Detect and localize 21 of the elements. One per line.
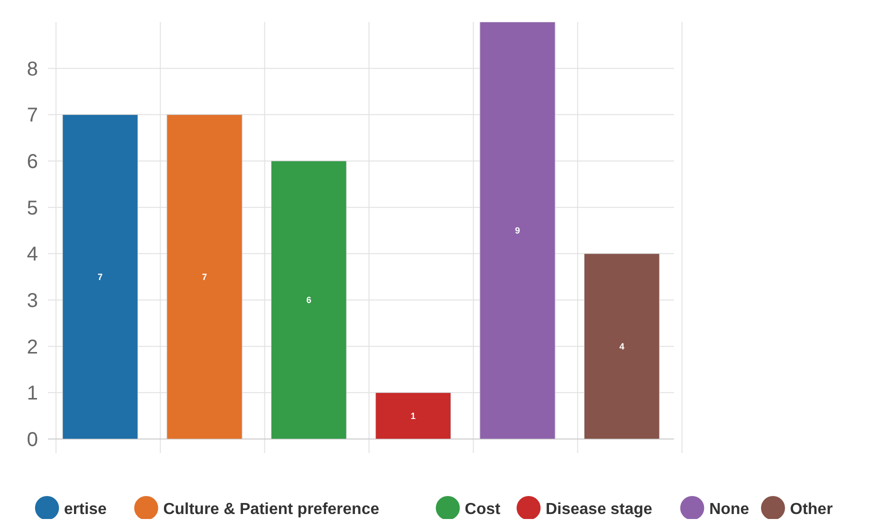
y-tick-label: 6 (26, 151, 38, 173)
data-label: 7 (202, 272, 208, 282)
y-tick-label: 5 (26, 197, 38, 220)
y-tick-label: 7 (26, 104, 38, 127)
data-label: 6 (306, 295, 312, 306)
y-tick-label: 8 (26, 58, 38, 80)
y-tick-label: 1 (26, 382, 38, 405)
y-tick-label: 3 (26, 290, 38, 312)
y-tick-label: 4 (26, 244, 38, 266)
data-label: 7 (98, 272, 103, 282)
y-tick-label: 0 (26, 429, 38, 451)
data-label: 4 (619, 341, 624, 352)
legend-label: None (709, 501, 750, 518)
legend-label: Culture & Patient preference (163, 501, 380, 518)
y-tick-label: 2 (26, 336, 38, 358)
legend-label: Other (790, 501, 833, 518)
legend-label: Cost (464, 501, 502, 518)
data-label: 1 (410, 410, 416, 421)
legend-label: Disease stage (546, 501, 652, 518)
legend-label: ertise (64, 501, 107, 518)
data-label: 9 (514, 226, 520, 236)
